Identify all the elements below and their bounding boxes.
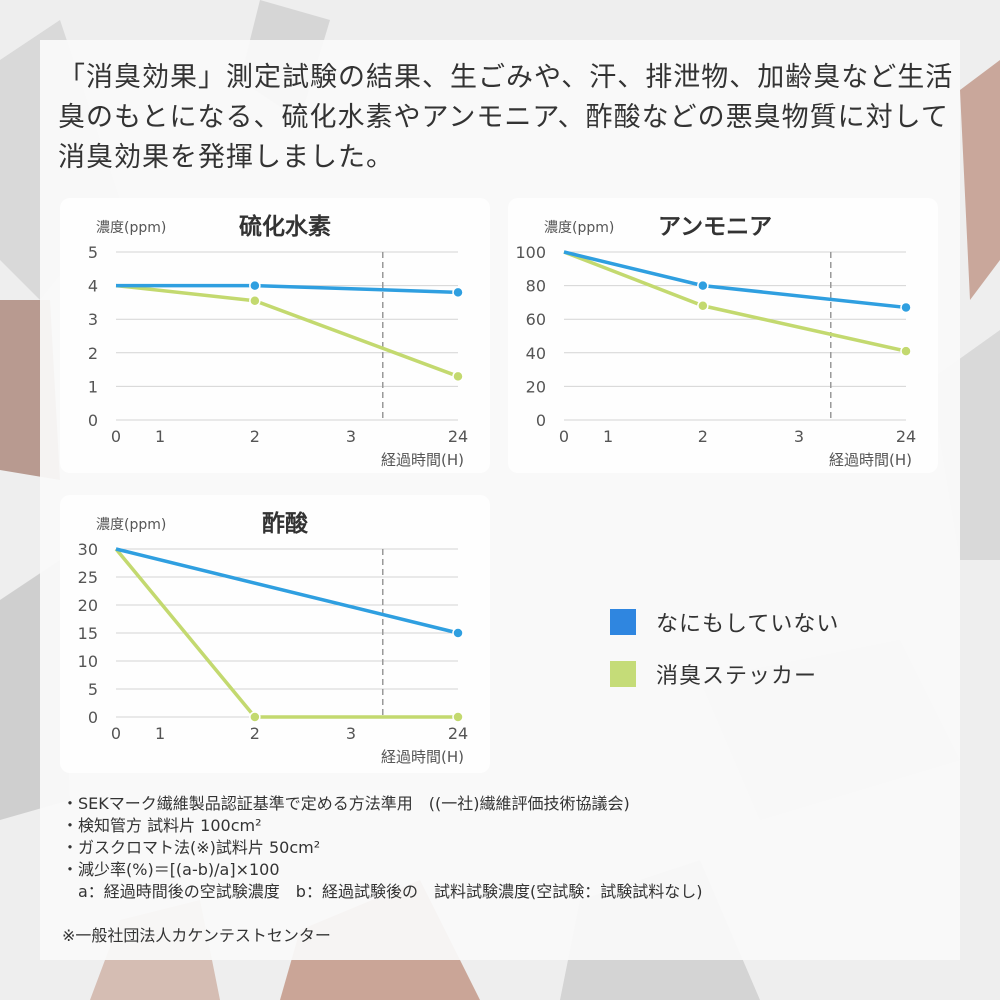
legend-label: なにもしていない xyxy=(656,612,840,637)
y-tick-label: 80 xyxy=(526,277,546,296)
x-tick-label: 3 xyxy=(346,427,356,446)
data-point-sticker xyxy=(452,711,464,723)
y-axis-label: 濃度(ppm) xyxy=(96,517,166,533)
y-tick-label: 100 xyxy=(515,243,546,262)
note-line: ・ガスクロマト法(※)試料片 50cm² xyxy=(62,838,321,857)
chart-ammonia: 濃度(ppm) アンモニア 0 20 40 60 80 100 0 1 2 3 24 経過時間(H) xyxy=(515,214,916,469)
data-point-sticker xyxy=(900,345,912,357)
data-point-none xyxy=(452,286,464,299)
x-tick-label: 2 xyxy=(698,427,708,446)
legend: なにもしていない 消臭ステッカー xyxy=(610,596,839,700)
series-line-none xyxy=(115,547,459,635)
x-tick-label: 2 xyxy=(250,724,260,743)
chart-hydrogen-sulfide: 濃度(ppm) 硫化水素 0 1 2 3 4 5 0 1 2 3 24 経過時間(H) xyxy=(88,213,468,469)
y-tick-label: 2 xyxy=(88,344,98,363)
y-tick-label: 0 xyxy=(536,411,546,430)
y-tick-label: 10 xyxy=(78,652,98,671)
x-tick-label: 1 xyxy=(603,427,613,446)
x-tick-label: 0 xyxy=(111,724,121,743)
note-line: ・検知管方 試料片 100cm² xyxy=(62,816,262,835)
x-tick-label: 1 xyxy=(155,427,165,446)
x-axis-label: 経過時間(H) xyxy=(829,451,912,469)
x-tick-label: 1 xyxy=(155,724,165,743)
y-tick-label: 25 xyxy=(78,568,98,587)
data-point-none xyxy=(697,279,709,292)
y-tick-label: 40 xyxy=(526,344,546,363)
chart-title: 酢酸 xyxy=(262,511,309,537)
note-line: ・減少率(%)＝[(a-b)/a]×100 xyxy=(62,860,280,879)
y-tick-label: 1 xyxy=(88,377,98,396)
data-point-sticker xyxy=(452,370,464,383)
data-point-sticker xyxy=(249,294,261,307)
y-axis-label: 濃度(ppm) xyxy=(544,220,614,236)
chart-panel-ammonia: 濃度(ppm) アンモニア 0 20 40 60 80 100 0 1 2 3 24 経過時間(H) xyxy=(508,198,938,473)
legend-label: 消臭ステッカー xyxy=(656,664,818,689)
data-point-none xyxy=(452,627,464,639)
chart-panel-acetic-acid: 濃度(ppm) 酢酸 0 5 10 15 20 25 30 0 1 2 3 24 経過時間(H) xyxy=(60,495,490,773)
test-notes: ・SEKマーク繊維製品認証基準で定める方法準用 ((一社)繊維評価技術協議会) … xyxy=(62,793,702,947)
note-line: ・SEKマーク繊維製品認証基準で定める方法準用 ((一社)繊維評価技術協議会) xyxy=(62,794,630,813)
chart-acetic-acid: 濃度(ppm) 酢酸 0 5 10 15 20 25 30 0 1 2 3 24 経過時間(H) xyxy=(78,511,469,766)
x-tick-label: 0 xyxy=(559,427,569,446)
y-axis-label: 濃度(ppm) xyxy=(96,220,166,236)
x-tick-label: 24 xyxy=(448,724,468,743)
x-tick-label: 3 xyxy=(794,427,804,446)
data-point-none xyxy=(249,279,261,292)
series-line-none xyxy=(563,250,907,310)
chart-title: 硫化水素 xyxy=(239,213,331,240)
series-line-sticker xyxy=(115,283,459,378)
chart-title: アンモニア xyxy=(658,214,772,240)
legend-swatch-green xyxy=(610,661,636,687)
y-tick-label: 5 xyxy=(88,243,98,262)
legend-swatch-blue xyxy=(610,609,636,635)
y-tick-label: 5 xyxy=(88,680,98,699)
x-axis-label: 経過時間(H) xyxy=(381,451,464,469)
intro-text: 「消臭効果」測定試験の結果、生ごみや、汗、排泄物、加齢臭など生活臭のもとになる、… xyxy=(58,62,954,173)
data-point-sticker xyxy=(249,711,261,723)
data-point-none xyxy=(900,301,912,314)
x-tick-label: 24 xyxy=(448,427,468,446)
y-tick-label: 0 xyxy=(88,411,98,430)
y-tick-label: 3 xyxy=(88,310,98,329)
x-tick-label: 2 xyxy=(250,427,260,446)
note-line: ※一般社団法人カケンテストセンター xyxy=(62,926,331,945)
data-point-sticker xyxy=(697,300,709,312)
y-tick-label: 60 xyxy=(526,310,546,329)
x-tick-label: 3 xyxy=(346,724,356,743)
y-tick-label: 4 xyxy=(88,277,98,296)
y-tick-label: 0 xyxy=(88,708,98,727)
y-tick-label: 30 xyxy=(78,540,98,559)
chart-panel-hydrogen-sulfide: 濃度(ppm) 硫化水素 0 1 2 3 4 5 0 1 2 3 24 経過時間(H) xyxy=(60,198,490,473)
legend-item-none: なにもしていない xyxy=(610,596,839,648)
x-tick-label: 0 xyxy=(111,427,121,446)
note-line xyxy=(62,903,702,925)
x-axis-label: 経過時間(H) xyxy=(381,748,464,766)
y-tick-label: 20 xyxy=(78,596,98,615)
y-tick-label: 15 xyxy=(78,624,98,643)
y-tick-label: 20 xyxy=(526,377,546,396)
legend-item-sticker: 消臭ステッカー xyxy=(610,648,839,700)
note-line: a：経過時間後の空試験濃度 b：経過試験後の 試料試験濃度(空試験：試験試料なし… xyxy=(62,882,703,901)
x-tick-label: 24 xyxy=(896,427,916,446)
